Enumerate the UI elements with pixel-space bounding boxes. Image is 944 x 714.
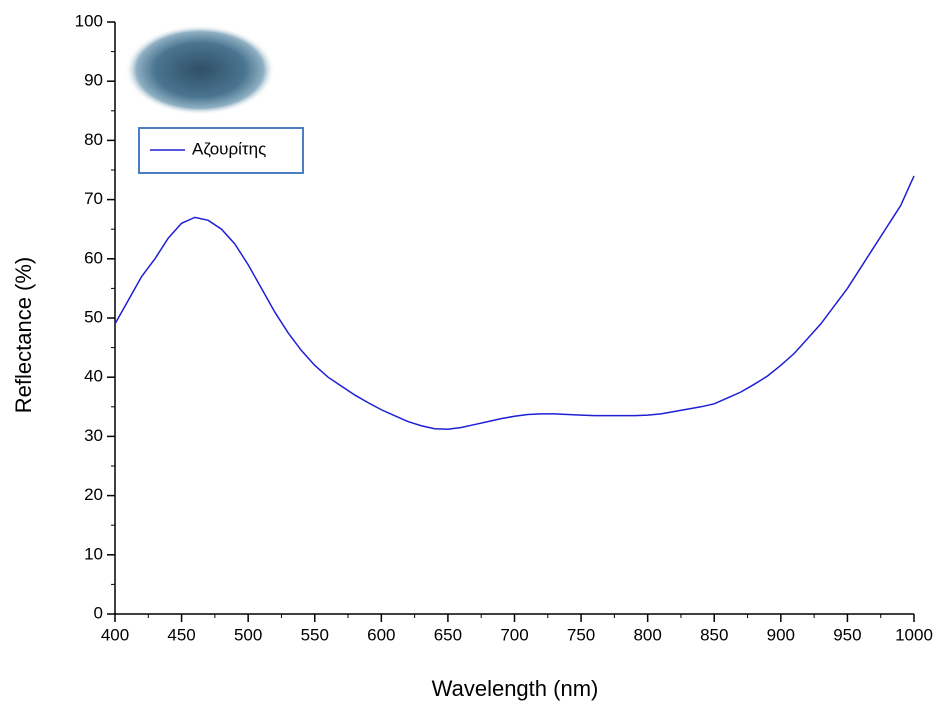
y-tick-label: 10 — [84, 544, 103, 563]
x-tick-label: 600 — [367, 625, 395, 644]
x-tick-label: 800 — [633, 625, 661, 644]
y-tick-label: 30 — [84, 426, 103, 445]
y-tick-label: 100 — [75, 11, 103, 30]
x-tick-label: 850 — [700, 625, 728, 644]
y-tick-label: 60 — [84, 248, 103, 267]
powder-image — [125, 25, 275, 115]
x-tick-label: 500 — [234, 625, 262, 644]
x-tick-label: 750 — [567, 625, 595, 644]
x-tick-label: 550 — [301, 625, 329, 644]
y-tick-label: 50 — [84, 307, 103, 326]
x-tick-label: 1000 — [895, 625, 933, 644]
legend-label: Αζουρίτης — [192, 139, 266, 158]
x-tick-label: 400 — [101, 625, 129, 644]
y-tick-label: 20 — [84, 485, 103, 504]
x-tick-label: 950 — [833, 625, 861, 644]
y-axis-title: Reflectance (%) — [11, 257, 36, 414]
x-tick-label: 650 — [434, 625, 462, 644]
y-tick-label: 80 — [84, 130, 103, 149]
y-tick-label: 40 — [84, 367, 103, 386]
x-tick-label: 700 — [500, 625, 528, 644]
x-tick-label: 450 — [167, 625, 195, 644]
x-tick-label: 900 — [767, 625, 795, 644]
y-tick-label: 70 — [84, 189, 103, 208]
y-tick-label: 0 — [94, 603, 103, 622]
x-axis-title: Wavelength (nm) — [432, 676, 599, 701]
line — [114, 175, 915, 431]
y-tick-label: 90 — [84, 71, 103, 90]
